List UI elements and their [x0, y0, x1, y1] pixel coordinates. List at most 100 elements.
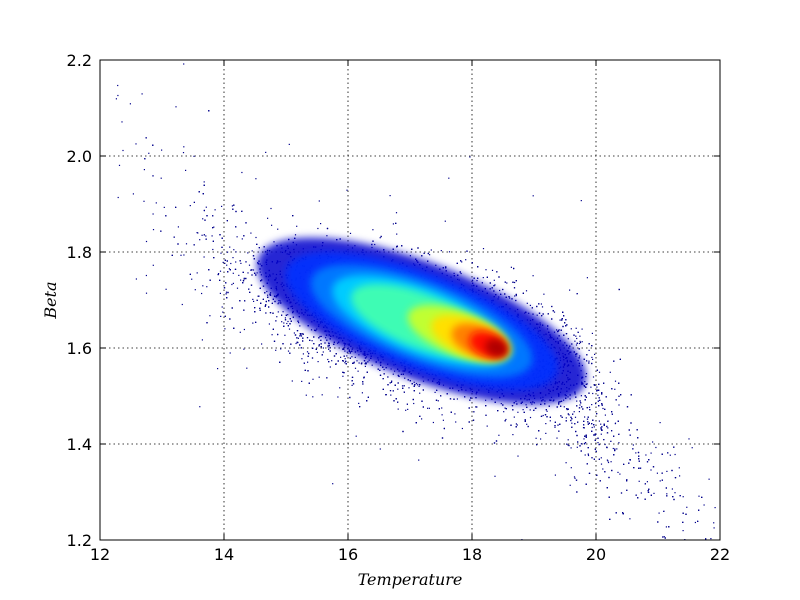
scatter-point	[454, 413, 456, 415]
scatter-point	[213, 226, 215, 228]
scatter-point	[482, 277, 484, 279]
scatter-point	[441, 407, 443, 409]
scatter-point	[602, 468, 604, 470]
scatter-point	[529, 409, 531, 411]
scatter-point	[570, 447, 572, 449]
scatter-point	[379, 237, 381, 239]
scatter-point	[592, 392, 594, 395]
scatter-point	[504, 407, 506, 409]
scatter-point	[635, 452, 637, 454]
scatter-point	[222, 311, 224, 313]
scatter-point	[576, 400, 578, 402]
scatter-point	[485, 269, 487, 271]
scatter-point	[614, 388, 616, 390]
scatter-point	[236, 287, 239, 289]
scatter-point	[287, 350, 290, 352]
scatter-point	[252, 269, 255, 271]
scatter-point	[401, 385, 404, 387]
scatter-point	[310, 329, 313, 331]
scatter-point	[235, 251, 237, 253]
scatter-point	[163, 206, 165, 208]
scatter-point	[565, 417, 567, 419]
scatter-point	[604, 414, 606, 416]
scatter-point	[267, 294, 269, 296]
scatter-point	[405, 409, 407, 411]
scatter-point	[271, 334, 273, 336]
scatter-point	[247, 252, 249, 254]
scatter-point	[358, 362, 360, 364]
scatter-point	[226, 264, 228, 266]
scatter-point	[525, 290, 528, 292]
scatter-point	[657, 547, 658, 548]
scatter-point	[346, 355, 348, 357]
scatter-point	[579, 340, 581, 342]
scatter-point	[592, 358, 594, 360]
scatter-point	[300, 335, 303, 337]
scatter-point	[546, 410, 548, 412]
scatter-point	[239, 331, 241, 333]
scatter-point	[317, 361, 319, 363]
scatter-point	[619, 473, 621, 475]
scatter-point	[329, 346, 331, 349]
scatter-point	[653, 551, 654, 552]
scatter-point	[588, 360, 590, 362]
scatter-point	[486, 425, 488, 427]
scatter-point	[364, 365, 366, 367]
scatter-point	[437, 400, 439, 402]
scatter-point	[183, 254, 185, 256]
scatter-point	[529, 304, 531, 306]
scatter-point	[316, 351, 318, 353]
scatter-point	[512, 434, 514, 436]
scatter-point	[506, 282, 508, 284]
scatter-point	[205, 206, 207, 208]
scatter-point	[396, 233, 398, 235]
scatter-point	[559, 401, 562, 403]
scatter-point	[666, 493, 668, 495]
scatter-point	[346, 351, 348, 353]
scatter-point	[579, 342, 582, 344]
scatter-point	[342, 375, 344, 377]
scatter-point	[271, 224, 273, 226]
scatter-point	[257, 295, 259, 297]
scatter-point	[152, 229, 155, 231]
scatter-point	[515, 295, 517, 297]
scatter-point	[591, 356, 593, 358]
scatter-point	[327, 345, 329, 347]
scatter-point	[293, 332, 295, 334]
scatter-point	[617, 471, 619, 473]
scatter-point	[349, 352, 351, 354]
scatter-point	[268, 323, 270, 325]
scatter-point	[584, 454, 586, 456]
scatter-point	[714, 507, 716, 509]
scatter-point	[440, 250, 442, 252]
scatter-point	[505, 418, 507, 421]
scatter-point	[545, 423, 547, 425]
scatter-point	[217, 368, 219, 370]
scatter-point	[665, 526, 667, 528]
scatter-point	[238, 274, 240, 276]
scatter-point	[585, 435, 587, 437]
scatter-point	[576, 337, 578, 340]
scatter-point	[284, 334, 286, 336]
scatter-point	[160, 177, 162, 179]
scatter-point	[220, 315, 222, 317]
scatter-point	[300, 334, 302, 336]
scatter-point	[509, 297, 511, 299]
scatter-point	[583, 438, 585, 440]
scatter-point	[397, 388, 399, 390]
scatter-point	[597, 394, 599, 396]
scatter-point	[514, 281, 516, 284]
scatter-point	[653, 551, 654, 552]
scatter-point	[656, 472, 658, 474]
scatter-point	[574, 477, 576, 479]
scatter-point	[522, 409, 524, 411]
scatter-point	[417, 384, 419, 386]
scatter-point	[543, 293, 545, 295]
scatter-point	[317, 227, 319, 230]
scatter-point	[194, 289, 196, 291]
scatter-point	[327, 346, 329, 348]
scatter-point	[392, 223, 394, 225]
scatter-point	[221, 205, 223, 207]
scatter-point	[219, 292, 221, 294]
scatter-point	[297, 337, 299, 339]
